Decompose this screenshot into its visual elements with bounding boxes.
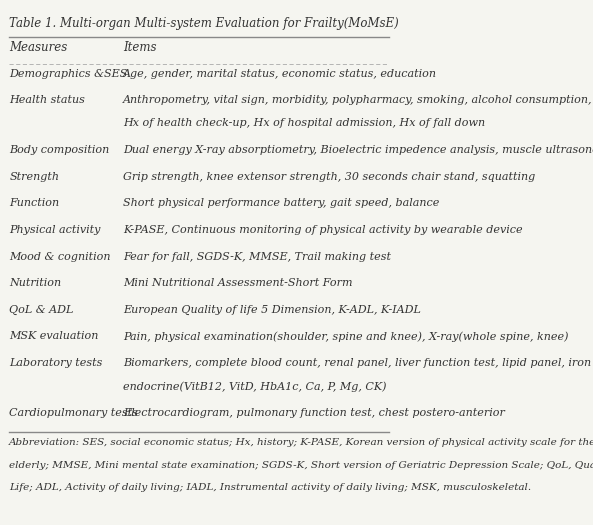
Text: elderly; MMSE, Mini mental state examination; SGDS-K, Short version of Geriatric: elderly; MMSE, Mini mental state examina… (9, 461, 593, 470)
Text: Health status: Health status (9, 96, 85, 106)
Text: Electrocardiogram, pulmonary function test, chest postero-anterior: Electrocardiogram, pulmonary function te… (123, 408, 505, 418)
Text: QoL & ADL: QoL & ADL (9, 305, 74, 315)
Text: Fear for fall, SGDS-K, MMSE, Trail making test: Fear for fall, SGDS-K, MMSE, Trail makin… (123, 251, 391, 261)
Text: Cardiopulmonary tests: Cardiopulmonary tests (9, 408, 138, 418)
Text: Anthropometry, vital sign, morbidity, polypharmacy, smoking, alcohol consumption: Anthropometry, vital sign, morbidity, po… (123, 96, 592, 106)
Text: European Quality of life 5 Dimension, K-ADL, K-IADL: European Quality of life 5 Dimension, K-… (123, 305, 420, 315)
Text: Abbreviation: SES, social economic status; Hx, history; K-PASE, Korean version o: Abbreviation: SES, social economic statu… (9, 438, 593, 447)
Text: Short physical performance battery, gait speed, balance: Short physical performance battery, gait… (123, 198, 439, 208)
Text: Mini Nutritional Assessment-Short Form: Mini Nutritional Assessment-Short Form (123, 278, 352, 288)
Text: Mood & cognition: Mood & cognition (9, 251, 111, 261)
Text: K-PASE, Continuous monitoring of physical activity by wearable device: K-PASE, Continuous monitoring of physica… (123, 225, 522, 235)
Text: Age, gender, marital status, economic status, education: Age, gender, marital status, economic st… (123, 69, 437, 79)
Text: Dual energy X-ray absorptiometry, Bioelectric impedence analysis, muscle ultraso: Dual energy X-ray absorptiometry, Bioele… (123, 145, 593, 155)
Text: Measures: Measures (9, 40, 68, 54)
Text: Demographics &SES: Demographics &SES (9, 69, 127, 79)
Text: Body composition: Body composition (9, 145, 110, 155)
Text: Strength: Strength (9, 172, 59, 182)
Text: endocrine(VitB12, VitD, HbA1c, Ca, P, Mg, CK): endocrine(VitB12, VitD, HbA1c, Ca, P, Mg… (123, 381, 387, 392)
Text: Grip strength, knee extensor strength, 30 seconds chair stand, squatting: Grip strength, knee extensor strength, 3… (123, 172, 535, 182)
Text: MSK evaluation: MSK evaluation (9, 331, 98, 341)
Text: Life; ADL, Activity of daily living; IADL, Instrumental activity of daily living: Life; ADL, Activity of daily living; IAD… (9, 484, 531, 492)
Text: Laboratory tests: Laboratory tests (9, 358, 103, 368)
Text: Physical activity: Physical activity (9, 225, 101, 235)
Text: Items: Items (123, 40, 157, 54)
Text: Hx of health check-up, Hx of hospital admission, Hx of fall down: Hx of health check-up, Hx of hospital ad… (123, 118, 485, 129)
Text: Biomarkers, complete blood count, renal panel, liver function test, lipid panel,: Biomarkers, complete blood count, renal … (123, 358, 593, 368)
Text: Nutrition: Nutrition (9, 278, 61, 288)
Text: Table 1. Multi-organ Multi-system Evaluation for Frailty(MoMsE): Table 1. Multi-organ Multi-system Evalua… (9, 17, 399, 30)
Text: Pain, physical examination(shoulder, spine and knee), X-ray(whole spine, knee): Pain, physical examination(shoulder, spi… (123, 331, 568, 342)
Text: Function: Function (9, 198, 59, 208)
